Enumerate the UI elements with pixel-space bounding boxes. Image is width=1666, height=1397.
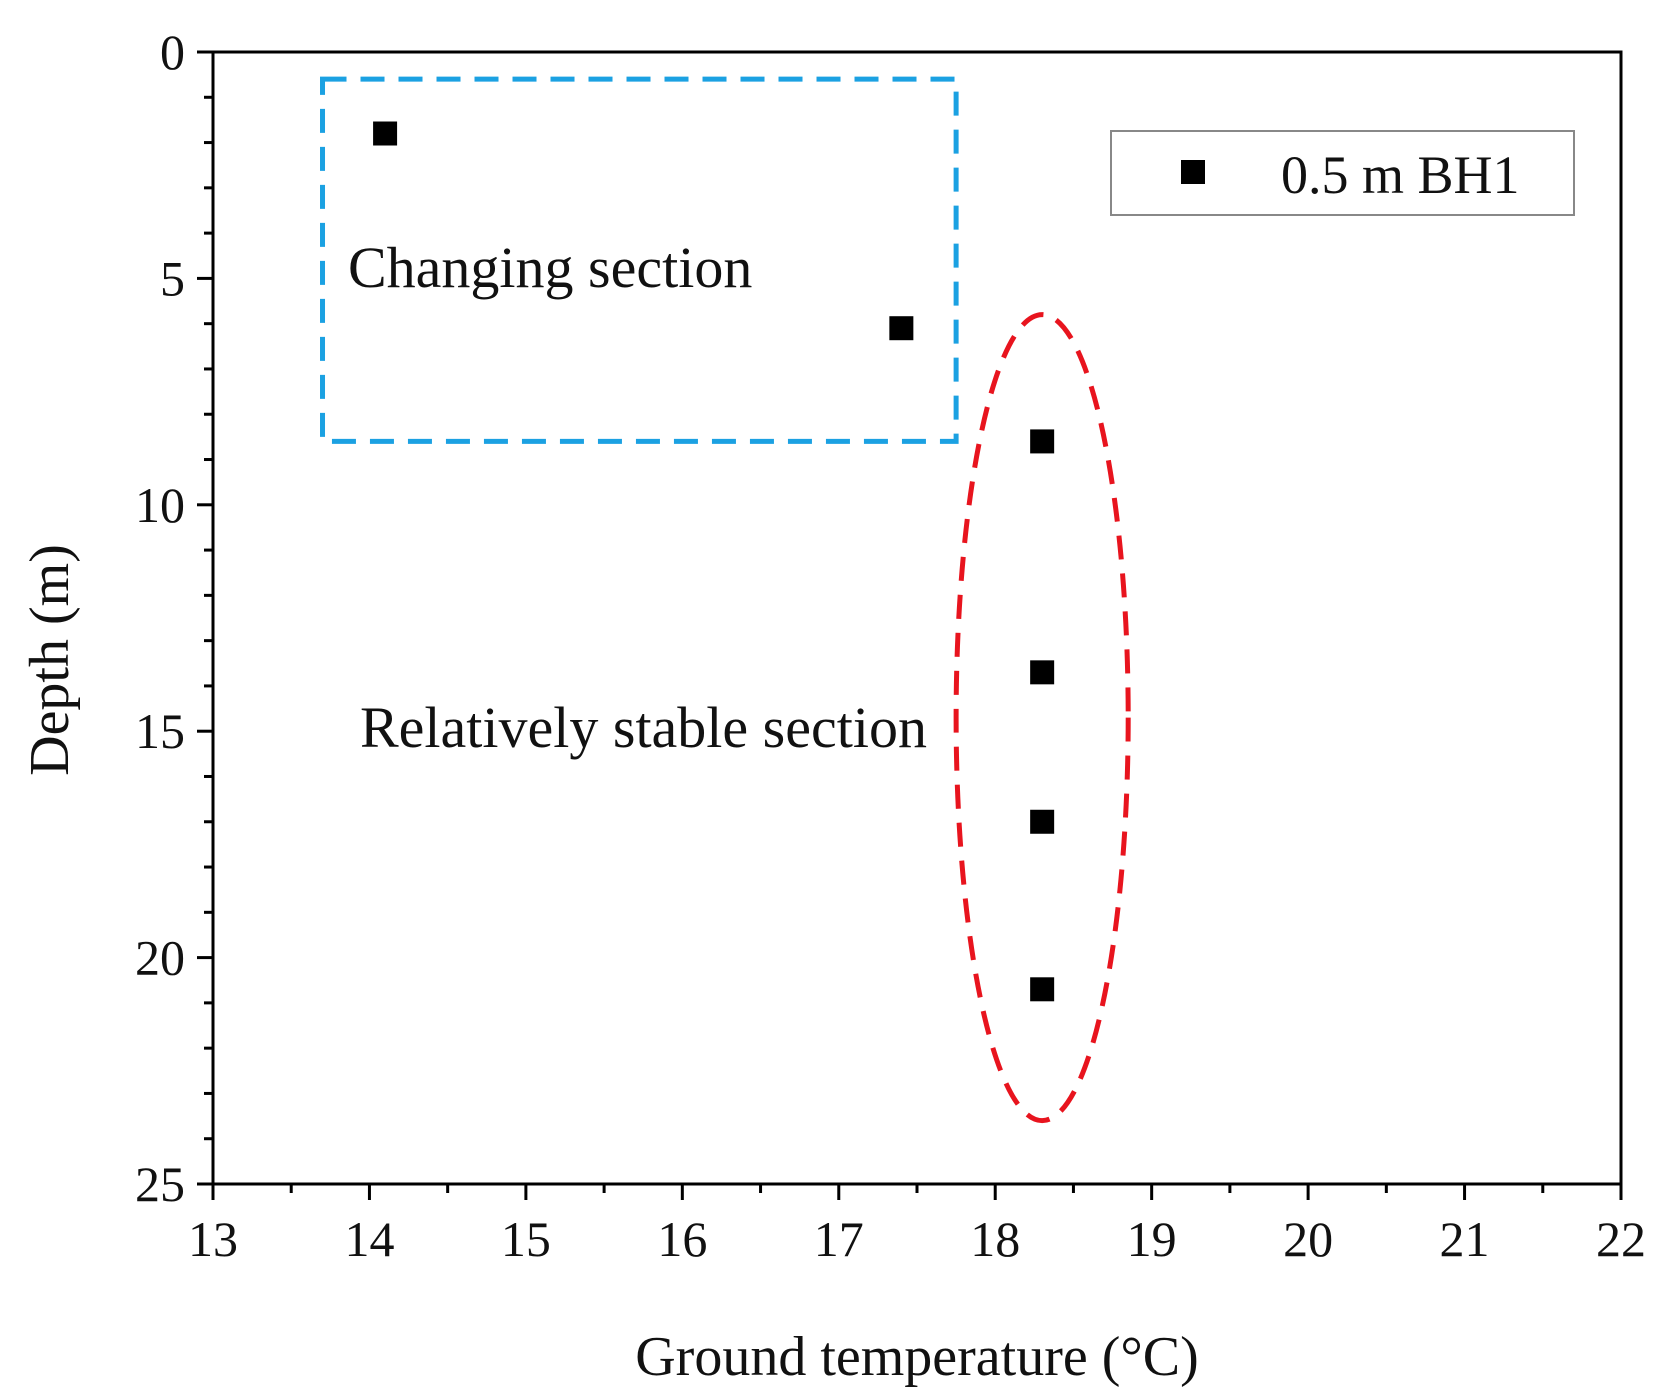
x-tick-label: 21 bbox=[1440, 1211, 1490, 1267]
plot-area-frame bbox=[211, 50, 1623, 1186]
x-tick-label: 13 bbox=[188, 1211, 238, 1267]
y-tick-label: 5 bbox=[160, 250, 185, 306]
legend: 0.5 m BH1 bbox=[1110, 130, 1575, 216]
y-tick-label: 10 bbox=[135, 477, 185, 533]
data-point bbox=[373, 121, 398, 146]
data-point bbox=[1030, 977, 1055, 1002]
highlight-regions bbox=[320, 76, 1131, 1124]
changing-section-box bbox=[320, 76, 959, 444]
x-tick-label: 17 bbox=[814, 1211, 864, 1267]
x-axis-title: Ground temperature (°C) bbox=[635, 1326, 1199, 1388]
x-tick-label: 19 bbox=[1127, 1211, 1177, 1267]
y-axis-title: Depth (m) bbox=[19, 544, 81, 776]
y-axis-ticks: 0 5 10 15 20 25 bbox=[135, 24, 213, 1212]
legend-marker bbox=[1181, 160, 1205, 184]
x-tick-label: 20 bbox=[1283, 1211, 1333, 1267]
x-tick-label: 22 bbox=[1596, 1211, 1646, 1267]
x-tick-label: 16 bbox=[657, 1211, 707, 1267]
x-tick-label: 14 bbox=[344, 1211, 394, 1267]
y-tick-label: 0 bbox=[160, 24, 185, 80]
data-point bbox=[1030, 429, 1055, 454]
data-point bbox=[1030, 809, 1055, 834]
data-points bbox=[373, 121, 1055, 1002]
legend-label: 0.5 m BH1 bbox=[1281, 145, 1520, 205]
data-point bbox=[889, 316, 914, 341]
data-point bbox=[1030, 660, 1055, 685]
changing-section-label: Changing section bbox=[348, 235, 752, 300]
stable-section-label: Relatively stable section bbox=[360, 695, 927, 760]
x-tick-label: 15 bbox=[501, 1211, 551, 1267]
x-axis-ticks: 13 14 15 16 17 18 19 20 21 22 bbox=[188, 1184, 1646, 1267]
y-tick-label: 20 bbox=[135, 930, 185, 986]
x-tick-label: 18 bbox=[970, 1211, 1020, 1267]
y-tick-label: 15 bbox=[135, 703, 185, 759]
stable-section-ellipse bbox=[953, 312, 1131, 1124]
y-tick-label: 25 bbox=[135, 1156, 185, 1212]
